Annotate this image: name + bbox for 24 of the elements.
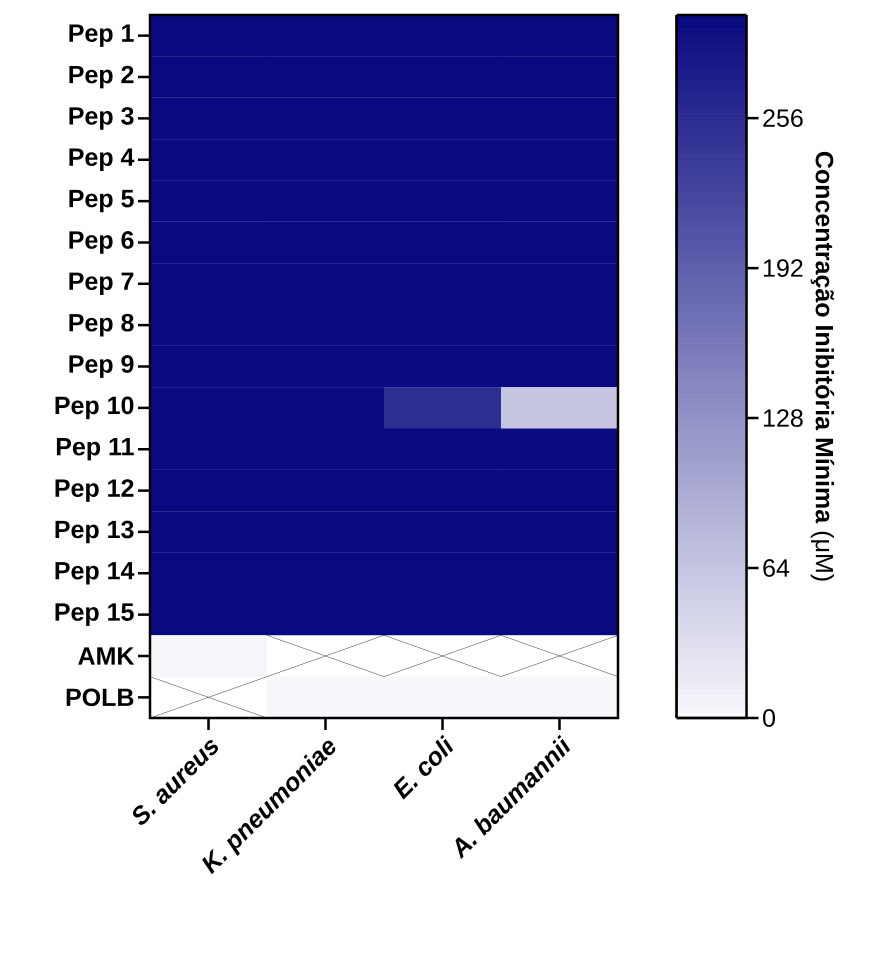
color-bar-label: 192 [764,259,803,277]
y-tick-label: Pep 1 [69,24,134,47]
y-tick-label: Pep 10 [56,396,134,420]
y-tick-label: Pep 12 [56,479,134,502]
y-tick-label: Pep 3 [69,107,134,130]
y-tick-label: Pep 2 [69,66,134,88]
color-bar-label: 128 [764,409,803,427]
y-tick-label: Pep 13 [56,520,134,544]
y-tick-label: Pep 4 [69,148,134,171]
y-tick-label: Pep 9 [69,355,134,378]
color-bar-label: 0 [763,709,775,727]
y-tick-label: Pep 15 [56,603,134,626]
y-tick-label: Pep 6 [69,231,134,254]
color-bar-title: Concentração Inibitória Mínima (μM) [810,152,834,581]
y-tick-label: Pep 7 [69,272,134,295]
x-tick-label: E. coli [394,734,454,800]
y-tick-label: Pep 11 [56,438,134,460]
color-bar-label: 64 [763,559,790,577]
y-tick-label: Pep 5 [69,190,134,212]
y-tick-label: Pep 8 [69,314,134,336]
color-bar-label: 256 [763,109,803,127]
y-tick-label: Pep 14 [56,562,134,584]
y-tick-label: POLB [66,688,134,706]
y-tick-label: AMK [78,647,134,665]
